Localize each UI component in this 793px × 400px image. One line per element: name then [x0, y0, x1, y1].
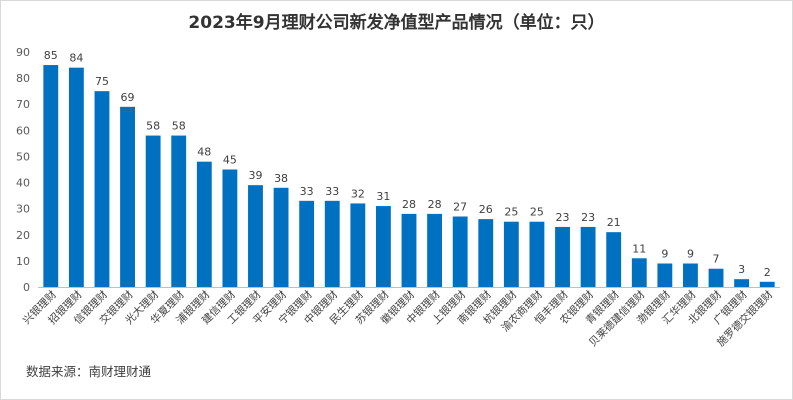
- data-label: 28: [428, 198, 442, 211]
- data-label: 23: [581, 211, 595, 224]
- data-label: 21: [607, 216, 621, 229]
- data-label: 38: [274, 172, 288, 185]
- bar: [94, 91, 110, 287]
- bar: [350, 203, 366, 287]
- bars-group: [43, 65, 775, 287]
- data-label: 31: [376, 190, 390, 203]
- data-label: 25: [504, 206, 518, 219]
- bar: [529, 221, 545, 287]
- data-label: 84: [69, 52, 83, 65]
- data-label: 28: [402, 198, 416, 211]
- y-tick-label: 70: [16, 98, 30, 111]
- data-label: 33: [325, 185, 339, 198]
- data-label: 48: [197, 146, 211, 159]
- bar: [759, 281, 775, 287]
- bar: [43, 65, 59, 287]
- bar: [478, 219, 494, 287]
- data-label: 7: [713, 253, 720, 266]
- y-tick-label: 80: [16, 72, 30, 85]
- bar: [120, 106, 135, 287]
- y-tick-label: 0: [23, 281, 30, 294]
- y-axis: 0 10 20 30 40 50 60 70 80 90: [16, 46, 30, 294]
- data-label: 23: [556, 211, 570, 224]
- data-label: 75: [95, 75, 109, 88]
- y-tick-label: 60: [16, 124, 30, 137]
- bar: [401, 213, 417, 287]
- bar: [196, 161, 212, 287]
- data-label: 2: [764, 266, 771, 279]
- bar: [631, 258, 647, 287]
- data-label: 45: [223, 154, 237, 167]
- y-tick-label: 50: [16, 150, 30, 163]
- bar: [503, 221, 519, 287]
- bar: [248, 185, 263, 287]
- data-label: 85: [44, 49, 58, 62]
- y-tick-label: 20: [16, 229, 30, 242]
- y-tick-label: 30: [16, 203, 30, 216]
- data-label: 27: [453, 201, 467, 214]
- bar: [273, 187, 289, 287]
- y-tick-label: 40: [16, 177, 30, 190]
- bar: [68, 67, 84, 287]
- bar: [606, 232, 622, 287]
- bar: [145, 135, 161, 287]
- bar: [555, 226, 570, 287]
- bar: [171, 135, 187, 287]
- data-label: 33: [300, 185, 314, 198]
- bar: [452, 216, 468, 287]
- y-tick-label: 90: [16, 46, 30, 59]
- bar: [734, 279, 750, 287]
- bar: [427, 213, 443, 287]
- data-label: 3: [738, 263, 745, 276]
- x-axis: 兴银理财招银理财信银理财交银理财光大理财华夏理财浦银理财建信理财工银理财平安理财…: [20, 287, 780, 349]
- bar: [222, 169, 238, 287]
- data-label: 69: [121, 91, 135, 104]
- bar: [683, 263, 698, 287]
- data-label: 25: [530, 206, 544, 219]
- data-label: 9: [661, 248, 668, 261]
- bar: [580, 226, 596, 287]
- data-label: 9: [687, 248, 694, 261]
- data-label: 32: [351, 187, 365, 200]
- bar: [375, 206, 391, 287]
- bar: [324, 200, 340, 287]
- bar: [299, 200, 315, 287]
- data-label: 58: [146, 120, 160, 133]
- chart-title: 2023年9月理财公司新发净值型产品情况（单位：只）: [188, 13, 605, 33]
- bar: [657, 263, 673, 287]
- data-label: 58: [172, 120, 186, 133]
- data-label: 26: [479, 203, 493, 216]
- data-label: 11: [632, 242, 646, 255]
- y-tick-label: 10: [16, 255, 30, 268]
- bar: [708, 268, 724, 287]
- source-note: 数据来源：南财理财通: [26, 364, 152, 379]
- data-label: 39: [248, 169, 262, 182]
